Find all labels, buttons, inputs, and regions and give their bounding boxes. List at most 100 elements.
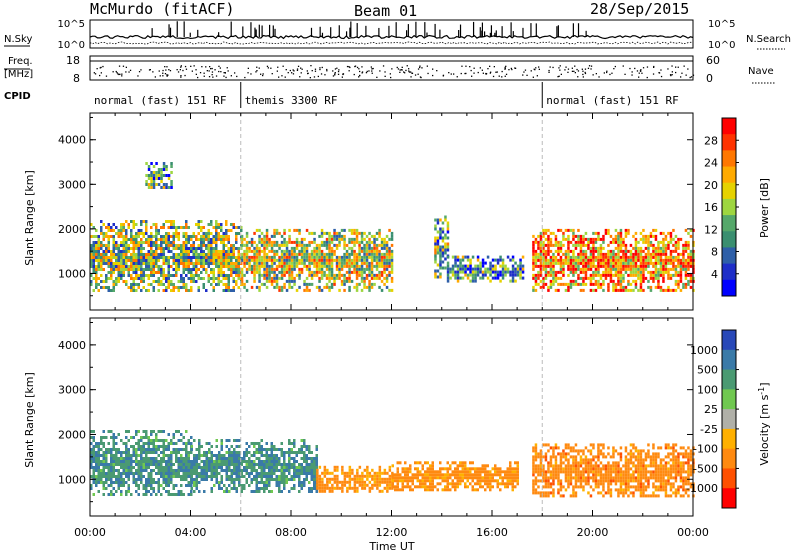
velocity-echo-cell	[416, 476, 419, 480]
power-echo-cell	[160, 180, 163, 183]
velocity-echo-cell	[177, 463, 180, 466]
velocity-echo-cell	[110, 448, 113, 451]
velocity-echo-cell	[117, 448, 120, 451]
power-echo-cell	[220, 265, 223, 268]
power-echo-cell	[539, 243, 543, 247]
power-echo-cell	[160, 271, 163, 274]
power-echo-cell	[684, 249, 688, 253]
power-echo-cell	[90, 259, 93, 262]
power-echo-cell	[300, 267, 304, 271]
velocity-echo-cell	[225, 478, 228, 481]
power-echo-cell	[667, 276, 670, 280]
power-echo-cell	[388, 246, 391, 250]
power-echo-cell	[657, 273, 660, 277]
freq-point	[118, 73, 120, 76]
velocity-echo-cell	[155, 457, 158, 460]
power-echo-cell	[609, 255, 613, 259]
freq-point	[629, 67, 631, 70]
power-echo-cell	[235, 283, 238, 286]
velocity-echo-cell	[130, 445, 133, 448]
power-echo-cell	[290, 246, 294, 250]
velocity-echo-cell	[175, 451, 178, 454]
power-echo-cell	[320, 252, 324, 256]
power-echo-cell	[222, 250, 225, 253]
power-echo-cell	[637, 240, 640, 244]
power-echo-cell	[486, 267, 490, 271]
power-echo-cell	[187, 289, 190, 292]
velocity-echo-cell	[120, 439, 123, 442]
power-echo-cell	[240, 279, 244, 283]
power-echo-cell	[662, 264, 665, 268]
velocity-echo-cell	[230, 457, 233, 460]
velocity-echo-cell	[265, 457, 268, 460]
freq-point	[417, 68, 420, 70]
power-echo-cell	[305, 282, 309, 286]
velocity-echo-cell	[182, 460, 185, 463]
power-echo-cell	[165, 168, 168, 171]
velocity-echo-cell	[155, 439, 158, 442]
velocity-echoes	[90, 318, 695, 516]
power-echo-cell	[263, 252, 266, 256]
power-echo-cell	[624, 261, 628, 265]
velocity-echo-cell	[142, 475, 145, 478]
velocity-echo-cell	[270, 463, 273, 466]
freq-point	[436, 70, 438, 72]
power-echo-cell	[439, 218, 442, 222]
power-echo-cell	[210, 256, 213, 259]
power-echo-cell	[157, 183, 161, 186]
power-echo-cell	[360, 264, 364, 268]
power-echo-cell	[147, 183, 151, 186]
velocity-echo-cell	[255, 463, 258, 466]
velocity-echo-cell	[315, 454, 318, 457]
power-echo-cell	[140, 241, 143, 244]
power-echo-cell	[674, 288, 678, 292]
power-echo-cell	[177, 265, 180, 268]
velocity-echo-cell	[416, 479, 419, 483]
power-echo-cell	[674, 258, 678, 262]
power-echo-cell	[305, 288, 309, 292]
power-echo-cell	[227, 229, 230, 232]
velocity-echo-cell	[127, 451, 130, 454]
power-echo-cell	[390, 276, 394, 280]
velocity-echo-cell	[137, 493, 140, 496]
power-echo-cell	[667, 255, 670, 259]
velocity-echo-cell	[368, 474, 372, 478]
power-echo-cell	[584, 231, 588, 235]
velocity-echo-cell	[208, 466, 211, 469]
power-echo-cell	[202, 286, 205, 289]
power-echo-cell	[539, 246, 543, 250]
velocity-echo-cell	[170, 463, 173, 466]
power-echo-cell	[642, 240, 645, 244]
power-echo-cell	[466, 276, 470, 280]
power-echo-cell	[679, 258, 683, 262]
power-echo-cell	[559, 243, 563, 247]
velocity-echo-cell	[223, 454, 226, 457]
power-echo-cell	[360, 261, 364, 265]
power-echo-cell	[333, 237, 336, 241]
velocity-echo-cell	[90, 487, 93, 490]
power-echo-cell	[333, 273, 336, 277]
power-echo-cell	[441, 239, 445, 243]
velocity-echo-cell	[351, 468, 354, 472]
power-echo-cell	[142, 232, 145, 235]
power-echo-cell	[177, 238, 180, 241]
velocity-echo-cell	[253, 442, 256, 445]
velocity-echo-cell	[125, 490, 128, 493]
power-echo-cell	[557, 249, 560, 253]
power-echo-cell	[481, 261, 485, 265]
velocity-echo-cell	[371, 483, 374, 487]
power-echo-cell	[632, 246, 635, 250]
velocity-echo-cell	[308, 457, 311, 460]
velocity-echo-cell	[92, 436, 95, 439]
velocity-echo-cell	[190, 478, 193, 481]
power-echo-cell	[466, 255, 470, 259]
velocity-echo-cell	[313, 466, 316, 469]
power-echo-cell	[202, 262, 205, 265]
power-echo-cell	[253, 231, 256, 235]
power-echo-cell	[225, 286, 228, 289]
power-echo-cell	[250, 237, 254, 241]
velocity-echo-cell	[323, 474, 327, 478]
velocity-echo-cell	[316, 471, 319, 475]
power-echo-cell	[323, 255, 326, 259]
freq-point	[234, 72, 236, 74]
